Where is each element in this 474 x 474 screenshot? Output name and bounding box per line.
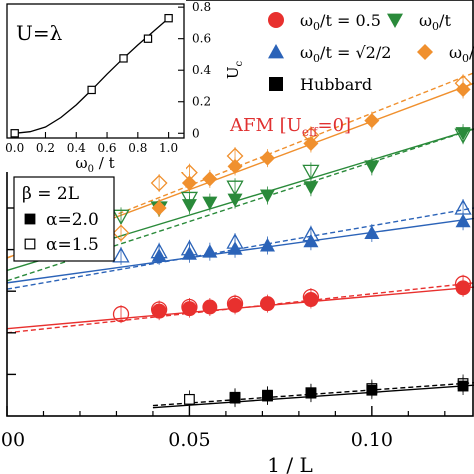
legend-label: ω0/t = √2/2 xyxy=(300,43,391,65)
inset-point xyxy=(87,85,96,95)
legend-marker xyxy=(387,13,403,28)
data-point xyxy=(227,297,243,313)
data-point xyxy=(112,305,130,323)
legend-label: ω0/t = 0.5 xyxy=(300,11,381,33)
inset-point xyxy=(143,34,153,43)
x-axis-label: 1 / L xyxy=(267,453,312,474)
x-tick-label: 00 xyxy=(1,429,25,451)
data-point xyxy=(457,380,469,392)
x-tick-label: 0.05 xyxy=(168,429,210,451)
data-point xyxy=(226,180,244,197)
legend-marker xyxy=(268,44,284,59)
data-point xyxy=(150,174,168,192)
data-point xyxy=(302,164,320,181)
legend-marker xyxy=(268,12,284,28)
inset-y-tick-label: 0.4 xyxy=(192,63,211,77)
fit-line xyxy=(6,217,474,284)
data-point xyxy=(259,237,275,252)
inset-x-tick-label: 0.0 xyxy=(5,141,24,155)
data-point xyxy=(184,393,195,405)
data-point xyxy=(112,209,130,226)
beta-legend-marker xyxy=(24,213,36,225)
data-point xyxy=(227,158,243,174)
inset-x-tick-label: 0.6 xyxy=(97,141,116,155)
data-point xyxy=(455,81,471,97)
data-point xyxy=(455,127,471,141)
inset-title: U=λ xyxy=(16,21,63,45)
inset-x-tick-label: 0.4 xyxy=(67,141,86,155)
beta-legend-label: α=2.0 xyxy=(46,210,99,230)
annotation-afm: AFM [Ueff=0] xyxy=(229,115,351,139)
inset-y-tick-label: 0.8 xyxy=(192,0,211,14)
data-point xyxy=(364,225,380,239)
data-point xyxy=(259,150,275,166)
legend-label: Hubbard xyxy=(300,75,372,94)
data-point xyxy=(202,196,218,211)
legend-marker xyxy=(269,76,284,91)
data-point xyxy=(202,171,218,187)
inset-y-tick-label: 0.6 xyxy=(192,32,211,46)
legend-marker xyxy=(417,44,433,60)
data-point xyxy=(181,246,197,260)
data-point xyxy=(181,175,197,191)
beta-legend-title: β = 2L xyxy=(22,184,79,204)
data-point xyxy=(227,193,243,208)
data-point xyxy=(303,136,319,152)
inset-x-axis-label: ω0 / t xyxy=(75,154,114,175)
inset-x-tick-label: 1.0 xyxy=(159,141,178,155)
inset-y-tick-label: 0 xyxy=(192,126,200,140)
data-point xyxy=(151,200,167,216)
beta-legend-label: α=1.5 xyxy=(46,235,99,255)
data-point xyxy=(151,248,167,262)
inset-point xyxy=(164,13,173,23)
data-point xyxy=(303,292,319,308)
data-point xyxy=(227,241,243,255)
legend-label: ω0/ xyxy=(449,43,474,65)
data-point xyxy=(259,296,275,312)
data-point xyxy=(455,213,471,228)
data-point xyxy=(181,199,197,213)
data-point xyxy=(202,299,218,315)
data-point xyxy=(112,247,130,263)
inset-frame xyxy=(6,3,185,139)
inset-point xyxy=(119,54,128,63)
data-point xyxy=(364,113,380,129)
data-point xyxy=(181,301,197,317)
data-point xyxy=(112,224,130,242)
x-tick-label: 0.10 xyxy=(351,429,393,451)
inset-x-tick-label: 0.8 xyxy=(128,141,147,155)
data-point xyxy=(364,160,380,174)
data-point xyxy=(259,189,275,204)
inset-y-axis-label: Uc xyxy=(224,60,245,79)
beta-legend-marker xyxy=(24,238,36,250)
data-point xyxy=(303,181,319,195)
inset-y-tick-label: 0.2 xyxy=(192,95,211,109)
legend-label: ω0/t xyxy=(419,11,451,33)
inset-point xyxy=(10,129,19,138)
data-point xyxy=(262,390,273,402)
data-point xyxy=(303,233,319,248)
data-point xyxy=(229,392,241,404)
data-point xyxy=(305,387,317,399)
data-point xyxy=(455,280,471,296)
data-point xyxy=(151,303,167,319)
data-point xyxy=(202,244,218,258)
data-point xyxy=(366,384,378,396)
inset-x-tick-label: 0.2 xyxy=(36,141,55,155)
